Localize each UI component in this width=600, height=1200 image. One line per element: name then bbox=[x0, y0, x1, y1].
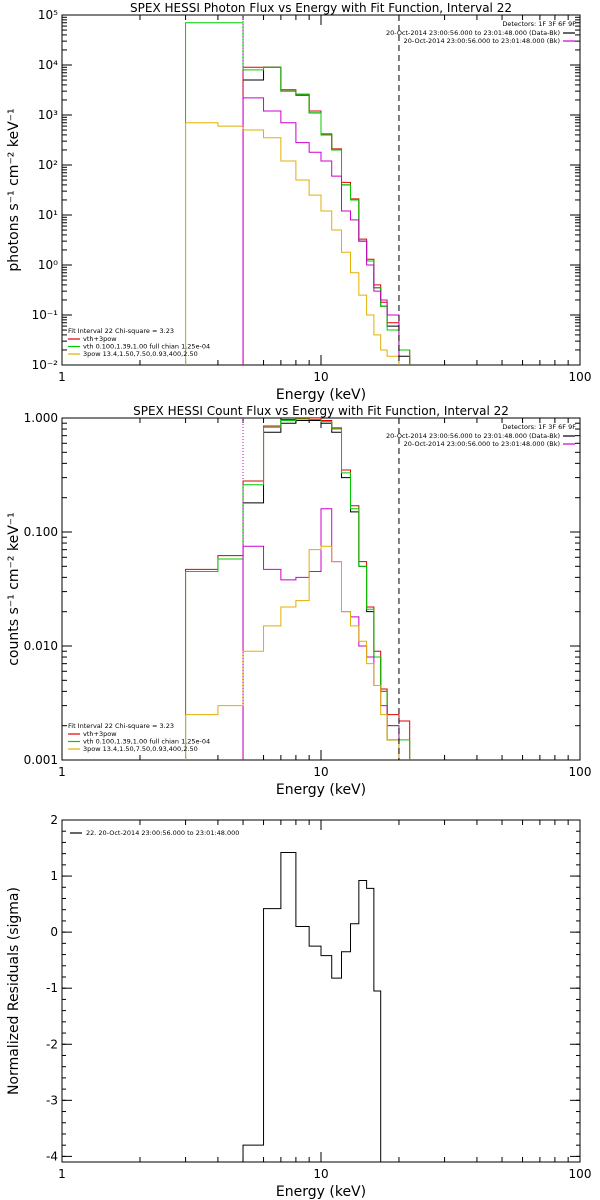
y-tick-label: 10³ bbox=[38, 108, 58, 122]
legend-bottom-left: Fit Interval 22 Chi-square = 3.23vth+3po… bbox=[68, 722, 210, 753]
legend-header: Fit Interval 22 Chi-square = 3.23 bbox=[68, 327, 174, 335]
plot-frame bbox=[61, 14, 581, 366]
x-axis-label: Energy (keV) bbox=[276, 782, 366, 798]
x-tick-label: 100 bbox=[569, 765, 592, 779]
series-5-line bbox=[185, 122, 400, 365]
legend-entry-text: 3pow 13.4,1.50,7.50,0.93,400,2.50 bbox=[83, 350, 198, 358]
x-axis-label: Energy (keV) bbox=[276, 387, 366, 403]
series-3-line bbox=[185, 418, 411, 760]
legend-entry-text: vth 0.100,1.39,1.00 full chian 1.25e-04 bbox=[83, 343, 210, 351]
x-tick-label: 100 bbox=[569, 370, 592, 384]
y-tick-label: 10⁵ bbox=[38, 8, 58, 22]
chart-title: SPEX HESSI Count Flux vs Energy with Fit… bbox=[133, 404, 509, 418]
y-axis-label: Normalized Residuals (sigma) bbox=[6, 887, 22, 1095]
y-tick-label: 0.001 bbox=[24, 753, 58, 767]
series-1-line bbox=[242, 852, 388, 1162]
series-5-line bbox=[185, 545, 400, 760]
plot-frame bbox=[61, 819, 581, 1163]
legend-top-left: 22. 20-Oct-2014 23:00:56.000 to 23:01:48… bbox=[70, 829, 239, 837]
legend-header: Fit Interval 22 Chi-square = 3.23 bbox=[68, 722, 174, 730]
x-tick-label: 1 bbox=[58, 1167, 66, 1181]
y-tick-label: 0.010 bbox=[24, 639, 58, 653]
legend-entry-text: vth 0.100,1.39,1.00 full chian 1.25e-04 bbox=[83, 738, 210, 746]
y-tick-label: 2 bbox=[50, 813, 58, 827]
x-tick-label: 10 bbox=[313, 765, 328, 779]
y-tick-label: 10² bbox=[38, 158, 58, 172]
y-tick-label: 10⁻² bbox=[32, 358, 59, 372]
y-axis-label: photons s⁻¹ cm⁻² keV⁻¹ bbox=[6, 108, 22, 271]
y-tick-label: 10⁻¹ bbox=[32, 308, 59, 322]
chart-title: SPEX HESSI Photon Flux vs Energy with Fi… bbox=[130, 1, 512, 15]
plot-area bbox=[185, 15, 411, 365]
legend-header: Detectors: 1F 3F 6F 9F bbox=[502, 20, 576, 28]
series-2-line bbox=[242, 66, 411, 365]
legend-header: Detectors: 1F 3F 6F 9F bbox=[502, 423, 576, 431]
chart-2: 1 10 100 1.000 0.100 0.010 0.001 SPEX HESSI Cou… bbox=[6, 404, 591, 798]
x-tick-label: 100 bbox=[569, 1167, 592, 1181]
plot-area bbox=[242, 852, 388, 1162]
y-tick-label: -3 bbox=[46, 1093, 58, 1107]
legend-entry-text: 3pow 13.4,1.50,7.50,0.93,400,2.50 bbox=[83, 745, 198, 753]
y-axis-label: counts s⁻¹ cm⁻² keV⁻¹ bbox=[6, 512, 22, 666]
series-1-line bbox=[242, 420, 410, 760]
series-2-line bbox=[185, 418, 411, 760]
x-tick-label: 1 bbox=[58, 765, 66, 779]
legend-bottom-left: Fit Interval 22 Chi-square = 3.23vth+3po… bbox=[68, 327, 210, 358]
legend-entry-text: 20-Oct-2014 23:00:56.000 to 23:01:48.000… bbox=[404, 440, 560, 448]
y-tick-label: 0.100 bbox=[24, 525, 58, 539]
x-tick-label: 10 bbox=[313, 1167, 328, 1181]
series-1-line bbox=[242, 66, 411, 365]
y-tick-label: 10¹ bbox=[38, 208, 58, 222]
legend-entry-text: vth+3pow bbox=[83, 335, 117, 343]
legend-entry-text: 20-Oct-2014 23:00:56.000 to 23:01:48.000… bbox=[386, 29, 560, 37]
series-3-line bbox=[185, 22, 411, 365]
legend-entry-text: 20-Oct-2014 23:00:56.000 to 23:01:48.000… bbox=[404, 37, 560, 45]
y-tick-label: 10⁴ bbox=[38, 58, 58, 72]
x-tick-label: 1 bbox=[58, 370, 66, 384]
y-tick-label: -1 bbox=[46, 981, 58, 995]
y-tick-label: -2 bbox=[46, 1037, 58, 1051]
plot-frame bbox=[61, 417, 581, 761]
chart-1: 1 10 100 10⁵ 10⁴ 10³ 10² 10¹ 10⁰ 10⁻¹ 10⁻² SPEX HES… bbox=[6, 1, 591, 403]
y-tick-label: 1.000 bbox=[24, 411, 58, 425]
x-tick-label: 10 bbox=[313, 370, 328, 384]
series-4-line bbox=[242, 97, 400, 365]
y-tick-label: 0 bbox=[50, 925, 58, 939]
x-axis-label: Energy (keV) bbox=[276, 1184, 366, 1200]
legend-entry-text: 20-Oct-2014 23:00:56.000 to 23:01:48.000… bbox=[386, 432, 560, 440]
y-tick-label: 10⁰ bbox=[38, 258, 58, 272]
legend-entry-text: vth+3pow bbox=[83, 730, 117, 738]
plot-area bbox=[185, 418, 411, 760]
y-tick-label: 1 bbox=[50, 869, 58, 883]
legend-entry-text: 22. 20-Oct-2014 23:00:56.000 to 23:01:48… bbox=[86, 829, 239, 837]
y-tick-label: -4 bbox=[46, 1149, 58, 1163]
